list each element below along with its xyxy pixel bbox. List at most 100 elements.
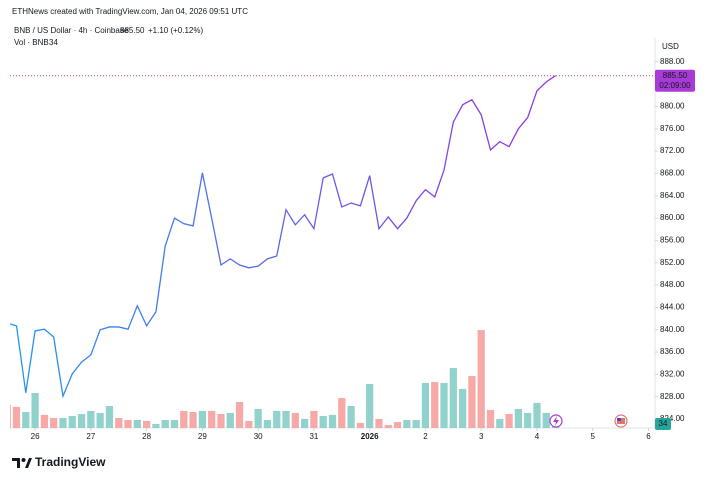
volume-bar [468,376,476,428]
header-change: +1.10 (+0.12%) [148,26,203,35]
y-tick-label: 848.00 [660,280,685,289]
y-tick-label: 840.00 [660,325,685,334]
volume-bar [300,418,309,428]
header-price: 885.50 [120,26,145,35]
volume-bar [505,414,513,428]
x-tick-label: 31 [309,432,318,441]
volume-bar [449,368,457,428]
x-tick-label: 4 [535,432,540,441]
volume-bar [310,410,318,428]
y-tick-label: 856.00 [660,236,685,245]
x-tick-label: 2026 [361,432,379,441]
y-tick-label: 852.00 [660,258,685,267]
x-tick-label: 30 [254,432,263,441]
y-tick-label: 836.00 [660,347,685,356]
volume-bar [431,382,439,428]
x-tick-label: 28 [142,432,151,441]
x-tick-label: 26 [31,432,40,441]
volume-bar [10,404,11,428]
y-tick-label: 844.00 [660,303,685,312]
volume-bar [477,330,485,428]
y-tick-label: 832.00 [660,370,685,379]
volume-bar [96,412,104,428]
symbol: BNB / US Dollar · 4h · Coinbase [14,26,129,35]
volume-bar [338,398,346,428]
y-tick-label: 872.00 [660,146,685,155]
price-tag: 885.50 [663,71,688,80]
volume-bar [235,402,244,428]
volume-bar [384,424,392,428]
y-tick-label: 860.00 [660,213,685,222]
volume-bar [189,412,197,428]
volume-bar [68,416,76,428]
volume-bar [40,414,49,428]
volume-bar [152,424,160,428]
volume-bar [291,412,299,428]
volume-bar [105,406,114,428]
y-tick-label: 888.00 [660,57,685,66]
volume-bar [403,420,411,428]
y-tick-label: 828.00 [660,392,685,401]
volume-bar [12,406,21,428]
y-tick-label: 824.00 [660,414,685,423]
volume-tag-bg [655,418,671,431]
volume-bar [356,422,365,428]
volume-bar [161,420,169,428]
volume-bar [124,420,132,428]
volume-bar [59,418,67,428]
volume-bar [208,410,216,428]
countdown: 02:09:00 [659,81,691,90]
volume-bar [375,418,383,428]
volume-bar [319,416,327,428]
volume-bar [217,414,225,428]
volume-bar [273,410,281,428]
x-tick-label: 2 [423,432,428,441]
currency: USD [662,42,679,51]
volume-bar [115,418,123,428]
logo [12,458,32,468]
flag-icon[interactable] [614,414,628,428]
volume-name: Vol · BNB [14,38,49,47]
x-tick-label: 29 [198,432,207,441]
volume-tag: 34 [659,419,668,428]
y-tick-label: 880.00 [660,102,685,111]
volume-bar [486,410,495,428]
plot-area [10,75,560,428]
y-tick-label: 868.00 [660,169,685,178]
price-tag-bg [655,69,695,92]
volume-bar [31,392,39,428]
volume-bar [245,420,253,428]
volume-bar [180,410,188,428]
volume-bar [77,414,86,428]
volume-bar [533,402,541,428]
x-tick-label: 5 [591,432,596,441]
volume-bar [133,420,141,428]
volume-bar [328,414,337,428]
volume-bar [458,388,467,428]
volume-bar [170,420,179,428]
volume-bar [421,382,430,428]
volume-bar [514,408,523,428]
y-tick-label: 876.00 [660,124,685,133]
price-line [10,75,556,399]
volume-bar [22,412,30,428]
volume-bar [263,420,272,428]
volume-bar [496,418,504,428]
x-tick-label: 3 [479,432,484,441]
lightning-icon[interactable] [549,414,563,428]
volume-value: 34 [49,38,58,47]
volume-bar [87,410,95,428]
y-tick-label: 864.00 [660,191,685,200]
volume-bar [142,420,151,428]
volume-bar [198,410,207,428]
volume-bar [366,384,374,428]
brand: TradingView [35,455,106,469]
credit: ETHNews created with TradingView.com, Ja… [12,7,248,16]
volume-bar [50,418,58,428]
x-tick-label: 27 [86,432,95,441]
volume-bar [226,412,234,428]
volume-bar [347,406,355,428]
volume-bar [412,420,420,428]
x-tick-label: 6 [646,432,651,441]
